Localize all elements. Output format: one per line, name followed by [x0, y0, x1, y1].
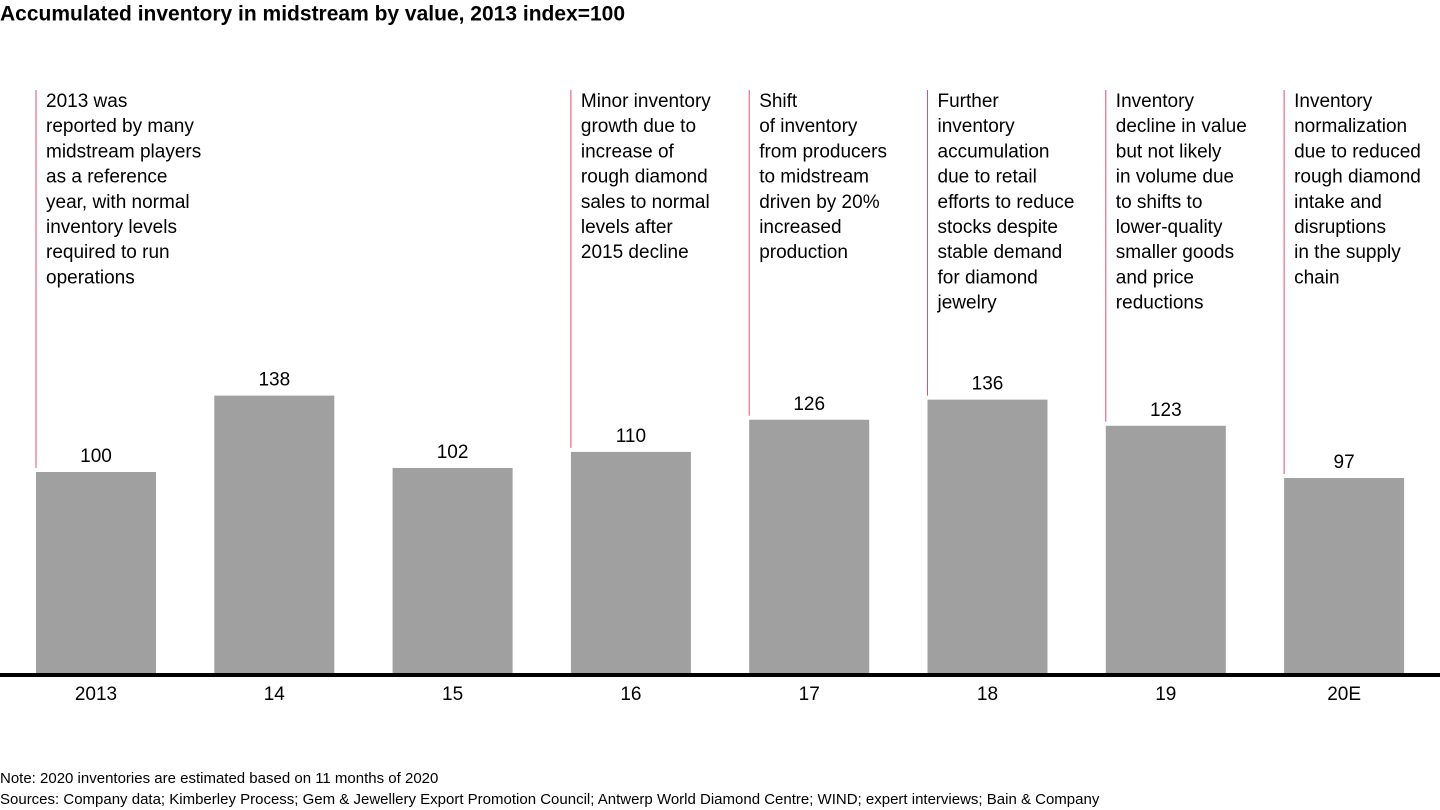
bar: [927, 399, 1048, 673]
annotation-text: as a reference: [46, 167, 167, 188]
chart-title: Accumulated inventory in midstream by va…: [0, 3, 625, 26]
bar: [570, 451, 691, 673]
annotation-text: in the supply: [1294, 242, 1401, 263]
value-label: 102: [437, 442, 469, 463]
annotation-text: to midstream: [759, 167, 869, 188]
annotation-text: efforts to reduce: [938, 192, 1075, 213]
annotation-text: due to reduced: [1294, 141, 1421, 162]
annotation-text: of inventory: [759, 116, 858, 137]
x-tick-label: 2013: [75, 684, 117, 705]
annotation-text: to shifts to: [1116, 192, 1203, 213]
bar: [1105, 425, 1226, 673]
annotation-text: stable demand: [938, 242, 1063, 263]
value-label: 138: [258, 370, 290, 391]
annotation-text: sales to normal: [581, 192, 710, 213]
value-label: 110: [616, 426, 646, 447]
annotation-text: reductions: [1116, 293, 1204, 314]
footnote: Sources: Company data; Kimberley Process…: [0, 791, 1100, 808]
annotation-text: lower-quality: [1116, 217, 1223, 238]
annotation-text: chain: [1294, 267, 1339, 288]
value-label: 97: [1334, 452, 1355, 473]
annotation-text: 2015 decline: [581, 242, 689, 263]
annotation-text: increase of: [581, 141, 675, 162]
annotation-text: required to run: [46, 242, 170, 263]
annotation-text: Inventory: [1294, 91, 1373, 112]
baseline: [0, 673, 1440, 677]
annotation-text: Shift: [759, 91, 798, 112]
annotation-text: disruptions: [1294, 217, 1386, 238]
bar: [1284, 478, 1405, 673]
annotation-text: but not likely: [1116, 141, 1222, 162]
x-tick-label: 16: [620, 684, 641, 705]
x-tick-label: 17: [799, 684, 820, 705]
annotation-text: increased: [759, 217, 841, 238]
annotation-text: Further: [938, 91, 1000, 112]
value-label: 126: [793, 394, 825, 415]
annotation-text: intake and: [1294, 192, 1382, 213]
x-tick-label: 15: [442, 684, 463, 705]
bar: [36, 472, 156, 673]
annotation-text: decline in value: [1116, 116, 1247, 137]
x-tick-label: 14: [264, 684, 286, 705]
annotation-text: jewelry: [937, 293, 998, 314]
bar: [749, 419, 870, 673]
annotation-text: stocks despite: [938, 217, 1058, 238]
annotation-text: accumulation: [938, 141, 1050, 162]
annotation-text: inventory: [938, 116, 1016, 137]
annotation-text: smaller goods: [1116, 242, 1234, 263]
bar: [392, 467, 513, 673]
annotation-text: Minor inventory: [581, 91, 711, 112]
value-label: 100: [80, 446, 112, 467]
x-tick-label: 20E: [1327, 684, 1361, 705]
annotation-text: operations: [46, 267, 135, 288]
annotation-text: normalization: [1294, 116, 1407, 137]
annotation-text: rough diamond: [581, 167, 708, 188]
bar: [214, 395, 335, 673]
annotation-text: and price: [1116, 267, 1194, 288]
annotation-text: driven by 20%: [759, 192, 880, 213]
annotation-text: in volume due: [1116, 167, 1234, 188]
value-label: 123: [1150, 400, 1182, 421]
annotation-text: growth due to: [581, 116, 696, 137]
annotation-text: levels after: [581, 217, 674, 238]
annotation-text: midstream players: [46, 141, 201, 162]
footnote: Note: 2020 inventories are estimated bas…: [0, 770, 438, 787]
annotation-text: from producers: [759, 141, 887, 162]
annotation-text: rough diamond: [1294, 167, 1421, 188]
annotation-text: due to retail: [938, 167, 1037, 188]
x-tick-label: 18: [977, 684, 998, 705]
annotation-text: Inventory: [1116, 91, 1195, 112]
x-tick-label: 19: [1155, 684, 1176, 705]
annotation-text: for diamond: [938, 267, 1038, 288]
annotation-text: 2013 was: [46, 91, 127, 112]
value-label: 136: [972, 374, 1004, 395]
annotation-text: production: [759, 242, 848, 263]
annotation-text: year, with normal: [46, 192, 190, 213]
annotation-text: reported by many: [46, 116, 194, 137]
annotation-text: inventory levels: [46, 217, 177, 238]
